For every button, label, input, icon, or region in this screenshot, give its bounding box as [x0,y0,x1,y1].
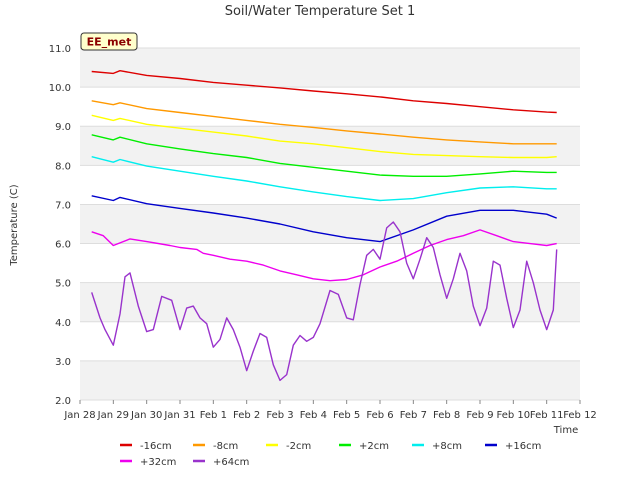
series-line--2cm [91,114,557,159]
x-tick-label: Feb 10 [497,410,531,421]
legend-label: +16cm [505,441,541,452]
series-line-+32cm [91,229,557,282]
legend-label: +8cm [432,441,462,452]
legend-label: +2cm [359,441,389,452]
x-tick-label: Feb 3 [266,410,293,421]
y-axis-ticks: 2.0 3.0 4.0 5.0 6.0 7.0 8.0 9.0 10.0 11.0 [49,44,71,407]
x-tick-label: Feb 1 [200,410,227,421]
y-axis-label: Temperature (C) [9,184,20,266]
legend-label: +64cm [213,457,249,468]
y-tick-label: 11.0 [49,44,71,55]
x-tick-label: Feb 2 [233,410,260,421]
x-tick-label: Feb 6 [366,410,393,421]
x-tick-label: Feb 4 [300,410,327,421]
y-tick-label: 5.0 [55,279,71,290]
legend: -16cm -8cm -2cm +2cm +8cm +16cm +32cm +64cm [120,441,541,468]
grid-band [80,48,580,88]
y-tick-label: 6.0 [55,240,71,251]
y-tick-label: 10.0 [49,83,71,94]
x-tick-label: Feb 8 [433,410,460,421]
station-badge: EE_met [80,32,138,51]
x-tick-label: Feb 5 [333,410,360,421]
x-tick-label: Jan 30 [130,410,162,421]
chart-title: Soil/Water Temperature Set 1 [225,4,416,19]
x-tick-label: Feb 11 [530,410,564,421]
legend-label: +32cm [140,457,176,468]
x-tick-label: Feb 9 [466,410,493,421]
x-axis-label: Time [553,425,578,436]
y-tick-label: 2.0 [55,396,71,407]
x-tick-label: Feb 7 [400,410,427,421]
plot-background [80,48,580,400]
legend-label: -8cm [213,441,238,452]
series-line-+16cm [91,195,557,243]
series-line-+2cm [91,134,557,178]
series-lines [91,69,558,382]
legend-label: -16cm [140,441,172,452]
series-line-+8cm [91,156,557,202]
grid-band [80,243,580,283]
y-tick-label: 9.0 [55,122,71,133]
grid-band [80,282,580,322]
series-line--8cm [91,100,557,145]
y-tick-label: 4.0 [55,318,71,329]
grid [80,47,580,401]
y-tick-label: 3.0 [55,357,71,368]
y-tick-label: 7.0 [55,200,71,211]
x-tick-label: Jan 31 [163,410,195,421]
grid-band [80,360,580,400]
series-line-+64cm [91,221,558,382]
y-tick-label: 8.0 [55,161,71,172]
x-tick-label: Feb 12 [563,410,597,421]
grid-band [80,87,580,127]
x-tick-label: Jan 28 [63,410,95,421]
grid-band [80,321,580,361]
station-badge-label: EE_met [87,36,132,49]
x-axis-ticks: Jan 28 Jan 29 Jan 30 Jan 31 Feb 1 Feb 2 Feb 3 F… [63,400,597,421]
x-tick-label: Jan 29 [97,410,129,421]
series-line--16cm [91,69,557,114]
legend-label: -2cm [286,441,311,452]
